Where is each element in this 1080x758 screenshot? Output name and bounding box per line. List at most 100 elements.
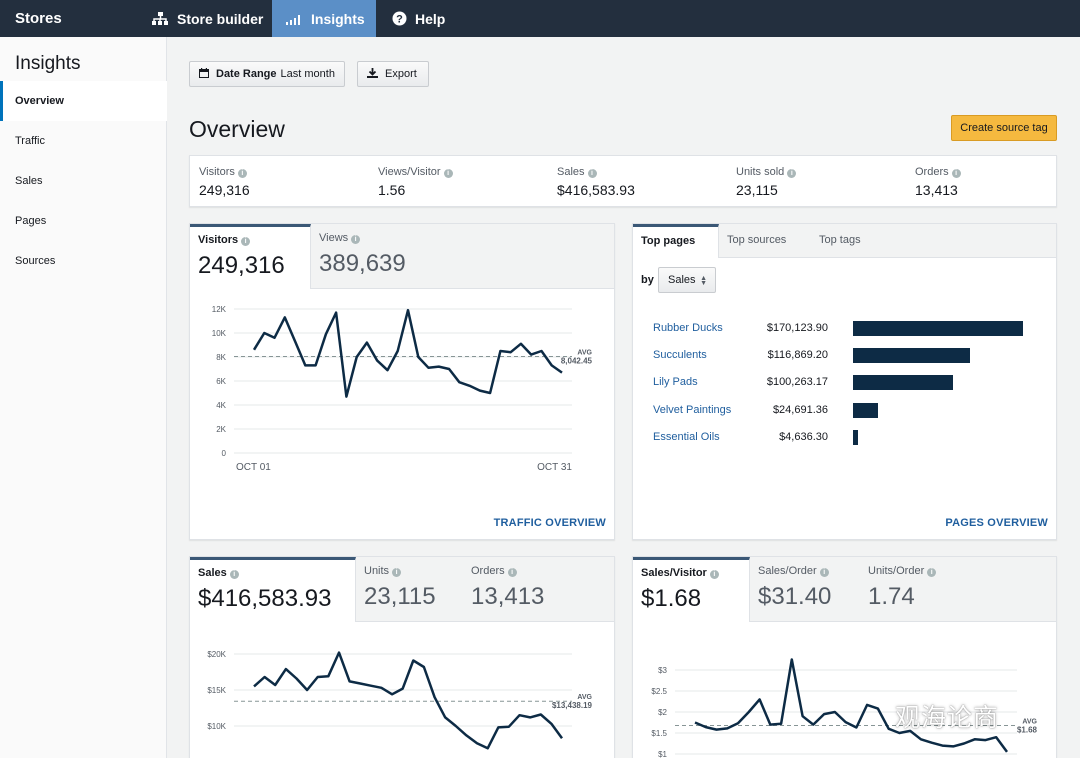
summary-views-per-visitor: Views/Visitor i 1.56 — [378, 166, 453, 198]
page-link[interactable]: Velvet Paintings — [653, 404, 732, 416]
y-tick-label: $15K — [207, 686, 226, 695]
sitemap-icon — [151, 11, 169, 26]
metric-label: Orders — [915, 166, 949, 178]
sidebar-item-sources[interactable]: Sources — [15, 255, 56, 267]
y-tick-label: $3 — [658, 666, 667, 675]
tab-orders[interactable]: Orders i 13,413 — [463, 557, 573, 622]
date-range-label: Date Range — [216, 68, 277, 80]
sidebar-item-sales[interactable]: Sales — [15, 175, 43, 187]
tab-sales[interactable]: Sales i $416,583.93 — [190, 557, 356, 622]
page-title: Overview — [189, 116, 285, 142]
traffic-overview-link[interactable]: TRAFFIC OVERVIEW — [493, 517, 606, 529]
info-icon[interactable]: i — [443, 169, 453, 178]
tab-units-per-order[interactable]: Units/Order i 1.74 — [860, 557, 970, 622]
average-label: AVG — [577, 349, 592, 356]
x-tick-label: OCT 31 — [537, 462, 572, 473]
tab-top-sources[interactable]: Top sources — [727, 234, 787, 246]
tab-sales-per-visitor[interactable]: Sales/Visitor i $1.68 — [633, 557, 750, 622]
summary-visitors: Visitors i 249,316 — [199, 166, 250, 198]
y-tick-label: 6K — [216, 377, 226, 386]
y-tick-label: $2 — [658, 708, 667, 717]
tab-value: 13,413 — [471, 583, 545, 610]
sales-card: Sales i $416,583.93 Units i 23,115 Orders i… — [189, 556, 615, 758]
calendar-icon — [199, 67, 209, 81]
tab-label: Sales/Order — [758, 565, 817, 577]
page-link[interactable]: Essential Oils — [653, 431, 720, 443]
sidebar-item-overview[interactable]: Overview — [0, 81, 167, 121]
date-range-button[interactable]: Date Range Last month — [189, 61, 345, 87]
sort-arrows-icon: ▲ ▼ — [700, 275, 707, 287]
tab-sales-per-order[interactable]: Sales/Order i $31.40 — [750, 557, 860, 622]
pages-tabs: Top pages Top sources Top tags — [633, 224, 1056, 258]
page-link[interactable]: Succulents — [653, 349, 707, 361]
average-value: $13,438.19 — [552, 701, 593, 710]
export-button[interactable]: Export — [357, 61, 429, 87]
page-bar — [853, 375, 954, 390]
average-value: 8,042.45 — [561, 356, 593, 365]
tab-value: 249,316 — [198, 252, 285, 279]
page-amount: $4,636.30 — [779, 431, 828, 443]
page-link[interactable]: Lily Pads — [653, 376, 698, 388]
page-link[interactable]: Rubber Ducks — [653, 322, 723, 334]
date-range-value: Last month — [280, 68, 335, 80]
y-tick-label: $20K — [207, 650, 226, 659]
nav-store-builder[interactable]: Store builder — [137, 0, 277, 37]
metric-value: 23,115 — [736, 182, 778, 198]
tab-label: Units/Order — [868, 565, 925, 577]
sort-by-select[interactable]: Sales ▲ ▼ — [658, 267, 716, 293]
info-icon[interactable]: i — [951, 169, 961, 178]
tab-views[interactable]: Views i 389,639 — [311, 224, 451, 289]
tab-value: 389,639 — [319, 250, 406, 277]
info-icon[interactable]: i — [392, 568, 402, 577]
info-icon[interactable]: i — [587, 169, 597, 178]
info-icon[interactable]: i — [927, 568, 937, 577]
brand-label[interactable]: Stores — [15, 10, 62, 27]
y-tick-label: 12K — [212, 305, 227, 314]
page-bar — [853, 403, 878, 418]
page-bar — [853, 321, 1023, 336]
sales-per-visitor-card: Sales/Visitor i $1.68 Sales/Order i $31.40… — [632, 556, 1057, 758]
info-icon[interactable]: i — [241, 237, 251, 246]
tab-top-tags[interactable]: Top tags — [819, 234, 861, 246]
average-label: AVG — [577, 694, 592, 701]
create-source-tag-button[interactable]: Create source tag — [951, 115, 1057, 141]
metric-label: Views/Visitor — [378, 166, 441, 178]
pages-overview-link[interactable]: PAGES OVERVIEW — [945, 517, 1048, 529]
metric-label: Visitors — [199, 166, 235, 178]
summary-bar: Visitors i 249,316 Views/Visitor i 1.56 Sa… — [189, 155, 1057, 207]
tab-visitors[interactable]: Visitors i 249,316 — [190, 224, 311, 289]
sidebar-item-pages[interactable]: Pages — [15, 215, 47, 227]
y-tick-label: $2.5 — [651, 687, 667, 696]
info-icon[interactable]: i — [507, 568, 517, 577]
tab-value: 1.74 — [868, 583, 915, 610]
page-amount: $170,123.90 — [766, 322, 828, 334]
tab-top-pages[interactable]: Top pages — [633, 224, 719, 258]
info-icon[interactable]: i — [709, 570, 719, 579]
y-tick-label: 0 — [222, 449, 227, 458]
info-icon[interactable]: i — [351, 235, 361, 244]
info-icon[interactable]: i — [237, 169, 247, 178]
help-icon: ? — [392, 11, 407, 26]
info-icon[interactable]: i — [229, 570, 239, 579]
nav-insights[interactable]: Insights — [272, 0, 376, 37]
tab-label: Units — [364, 565, 390, 577]
info-icon[interactable]: i — [787, 169, 797, 178]
tab-value: 23,115 — [364, 583, 436, 610]
info-icon[interactable]: i — [819, 568, 829, 577]
series-line — [694, 658, 1009, 753]
tab-units[interactable]: Units i 23,115 — [356, 557, 463, 622]
page-amount: $24,691.36 — [772, 404, 828, 416]
metric-label: Units sold — [736, 166, 785, 178]
watermark: 观海论商 — [895, 703, 1000, 732]
ratio-tabs: Sales/Visitor i $1.68 Sales/Order i $31.40… — [633, 557, 1056, 622]
tab-value: $416,583.93 — [198, 585, 332, 612]
tab-label: Visitors — [198, 234, 239, 246]
metric-value: 13,413 — [915, 182, 958, 198]
sidebar-item-traffic[interactable]: Traffic — [15, 135, 45, 147]
metric-value: 249,316 — [199, 182, 250, 198]
tab-label: Orders — [471, 565, 505, 577]
y-tick-label: $10K — [207, 722, 226, 731]
metric-value: $416,583.93 — [557, 182, 635, 198]
nav-help[interactable]: ? Help — [378, 0, 459, 37]
y-tick-label: 4K — [216, 401, 226, 410]
